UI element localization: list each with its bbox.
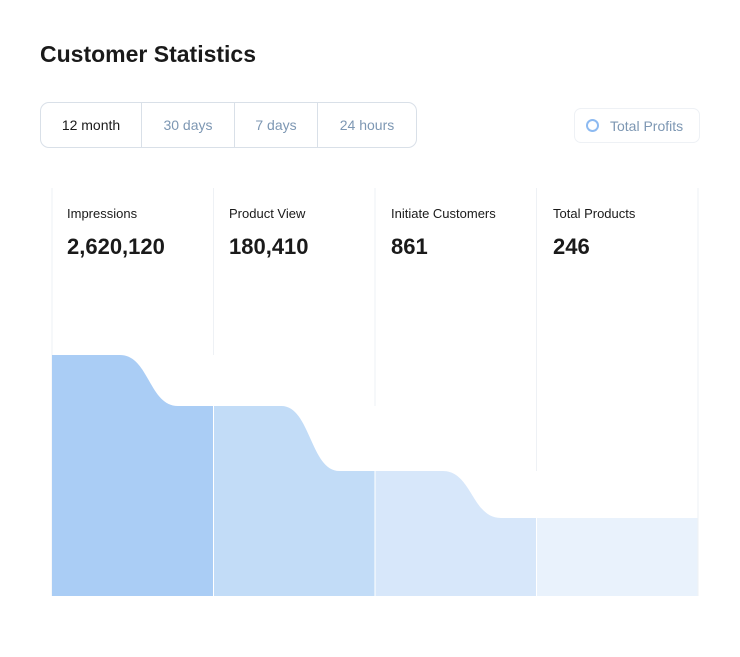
period-tabs: 12 month 30 days 7 days 24 hours <box>40 102 417 148</box>
stage-label: Product View <box>229 206 306 221</box>
stage-label: Impressions <box>67 206 138 221</box>
funnel-segment <box>536 518 698 596</box>
stage-label: Initiate Customers <box>391 206 496 221</box>
stage-value: 246 <box>553 234 590 259</box>
tab-12-month[interactable]: 12 month <box>61 117 121 133</box>
tab-24-hours[interactable]: 24 hours <box>317 103 416 147</box>
circle-icon <box>586 119 599 132</box>
tab-30-days[interactable]: 30 days <box>141 103 234 147</box>
stage-label: Total Products <box>553 206 636 221</box>
funnel-segment <box>375 471 537 596</box>
funnel-segment <box>213 406 375 596</box>
tab-7-days[interactable]: 7 days <box>234 103 317 147</box>
legend-total-profits[interactable]: Total Profits <box>574 108 700 143</box>
legend-label: Total Profits <box>610 117 684 134</box>
stage-value: 861 <box>391 234 428 259</box>
stage-value: 2,620,120 <box>67 234 165 259</box>
funnel-segment <box>52 355 214 596</box>
stage-value: 180,410 <box>229 234 309 259</box>
page-title: Customer Statistics <box>40 41 257 67</box>
